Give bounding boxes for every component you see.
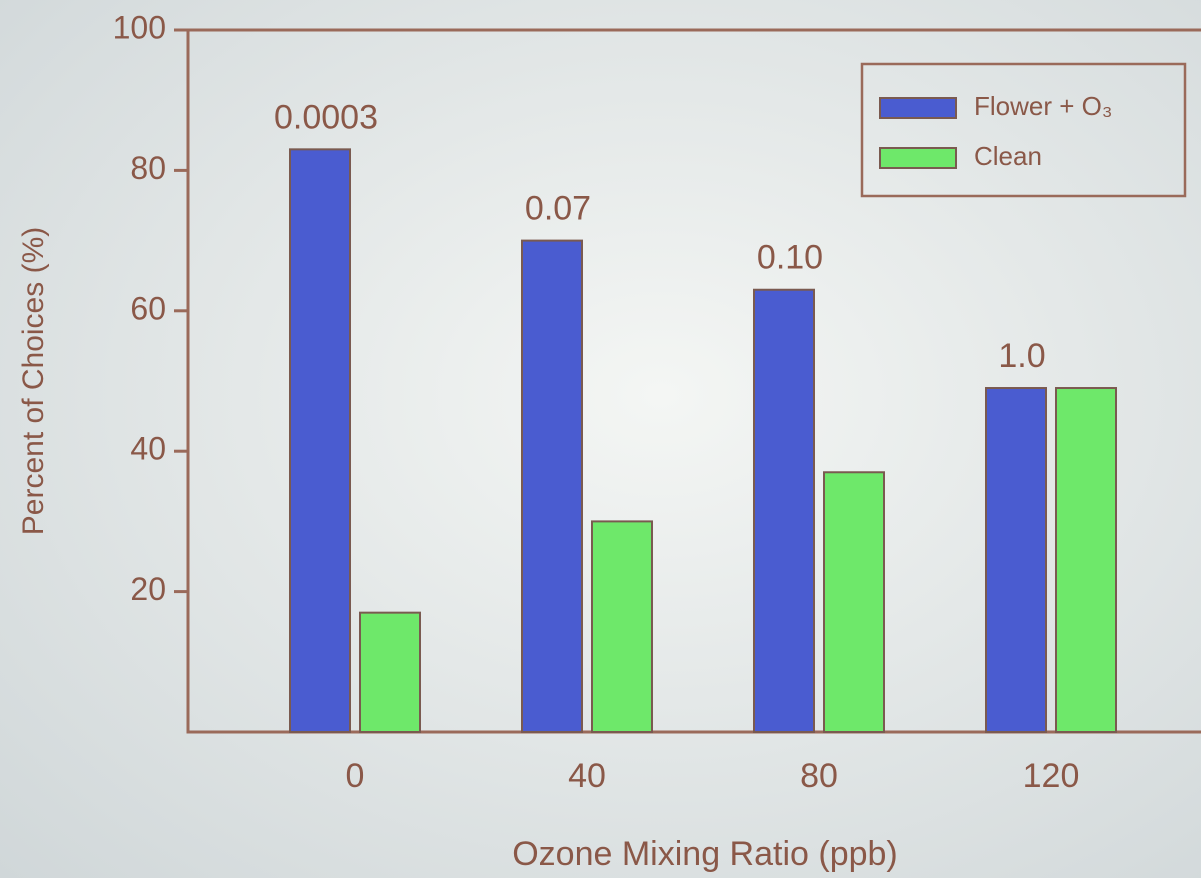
y-tick-label: 100 (113, 9, 166, 45)
bar (289, 148, 351, 733)
bar (1055, 387, 1117, 733)
plot-frame (186, 28, 1201, 734)
y-tick-label: 40 (130, 431, 166, 467)
bar (823, 471, 885, 733)
y-tick-label: 20 (130, 571, 166, 607)
y-tick-label: 60 (130, 290, 166, 326)
y-tick-label: 80 (130, 150, 166, 186)
legend-box (860, 62, 1187, 198)
bar (591, 520, 653, 734)
bar (359, 611, 421, 733)
x-axis-label: Ozone Mixing Ratio (ppb) (512, 835, 898, 873)
x-tick-label: 0 (346, 757, 365, 795)
p-value-annotation: 1.0 (998, 337, 1045, 375)
x-tick-label: 40 (568, 757, 606, 795)
x-tick-label: 120 (1023, 757, 1080, 795)
p-value-annotation: 0.10 (757, 239, 823, 277)
legend-label: Clean (974, 141, 1042, 171)
p-value-annotation: 0.07 (525, 190, 591, 228)
p-value-annotation: 0.0003 (274, 98, 378, 136)
bar (521, 239, 583, 733)
y-axis-label: Percent of Choices (%) (17, 227, 50, 535)
bar (985, 387, 1047, 733)
legend-swatch (879, 147, 957, 169)
x-tick-label: 80 (800, 757, 838, 795)
legend-label: Flower + O₃ (974, 91, 1112, 121)
legend-swatch (879, 97, 957, 119)
bar (753, 288, 815, 733)
